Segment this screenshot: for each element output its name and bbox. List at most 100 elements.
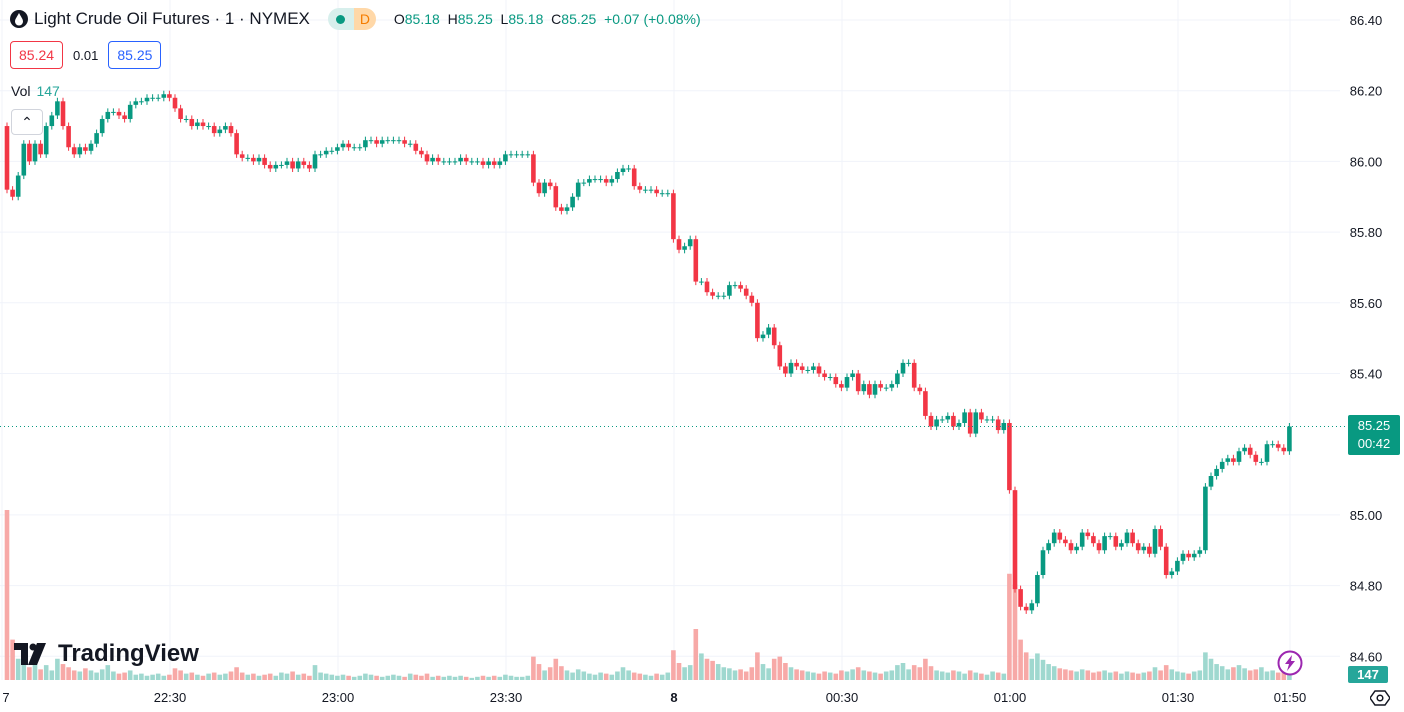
candle-body [1063,539,1068,544]
volume-bar [671,650,676,680]
candle-body [587,179,592,183]
candle-body [43,126,49,155]
candle [441,157,447,165]
candle-body [111,111,116,113]
volume-bar [889,670,895,680]
candle-body [407,143,413,145]
volume-bar [727,668,732,680]
volume-bar [704,658,710,680]
candle-body [755,302,760,339]
volume-bar [592,674,598,680]
volume-bar [1018,639,1023,680]
candle [105,108,111,123]
candle [671,189,676,243]
candle [363,136,368,151]
volume-bar [575,669,581,680]
candle-body [643,189,648,191]
candle-body [391,140,396,142]
buy-button[interactable]: 85.25 [108,41,162,69]
candle-body [839,384,844,388]
candle-body [77,147,83,155]
volume-bar [346,675,351,680]
candle [648,186,654,194]
candle [861,380,867,395]
volume-bar [475,676,480,680]
candle-body [486,161,491,165]
candle-body [536,182,542,194]
candle-body [223,126,228,130]
candle [60,97,66,130]
candle [1018,585,1023,611]
candle-body [435,157,441,162]
candle [195,118,200,130]
collapse-legend-button[interactable]: ⌃ [11,109,43,135]
candle [435,154,441,165]
market-status-badge[interactable]: D [327,8,376,30]
candle-body [301,161,307,165]
candle [1023,603,1029,614]
sell-button[interactable]: 85.24 [10,41,64,69]
volume-bar [900,663,906,680]
candle-body [172,97,178,109]
candle-body [1264,444,1270,462]
volume-bar [206,673,211,680]
candle-body [475,161,480,163]
candle [127,101,133,123]
candle [178,104,183,123]
candle [391,136,396,144]
candle [956,419,962,431]
candle [424,150,430,165]
volume-bar [844,671,850,680]
candle [1029,599,1035,614]
volume-legend[interactable]: Vol 147 [11,83,60,99]
price-tick-label: 85.40 [1350,367,1383,382]
time-tick-label: 01:00 [994,690,1027,705]
volume-bar [1242,668,1247,680]
volume-bar [155,673,161,680]
candle-body [777,345,783,367]
candle [749,292,755,307]
settings-hexagon-icon[interactable] [1370,688,1390,708]
candle-body [1208,476,1214,487]
volume-bar [139,673,144,680]
candle-body [805,369,811,371]
candle-body [340,143,346,148]
volume-bar [1275,672,1281,680]
candle-body [620,168,626,173]
candle [21,140,27,180]
candle [223,122,228,134]
volume-bar [626,670,631,680]
candle [676,235,682,254]
candle [934,415,939,431]
volume-bar [424,673,430,680]
candle [788,359,794,378]
candle-body [1175,560,1180,572]
volume-bar [122,672,127,680]
candle-body [631,168,637,187]
candle [973,408,979,438]
candle [900,359,906,378]
candle-body [559,207,564,211]
candle [217,126,223,137]
candle [570,193,575,211]
symbol-title[interactable]: Light Crude Oil Futures · 1 · NYMEX [34,9,310,28]
candle [1135,539,1141,554]
candle [839,380,844,392]
candle [189,115,195,130]
candle-body [195,122,200,127]
candle-body [906,362,911,364]
candle-body [592,179,598,181]
volume-bar [883,671,889,680]
tradingview-logo[interactable]: TradingView [14,640,199,668]
candle [155,94,161,102]
volume-bar [1247,670,1253,680]
candle [1231,454,1236,466]
candle-body [531,154,536,183]
lightning-icon[interactable] [1277,650,1303,676]
volume-bar [407,673,413,680]
candle [290,157,295,173]
candle-body [323,150,329,155]
volume-bar [934,670,939,680]
volume-bar [805,671,811,680]
